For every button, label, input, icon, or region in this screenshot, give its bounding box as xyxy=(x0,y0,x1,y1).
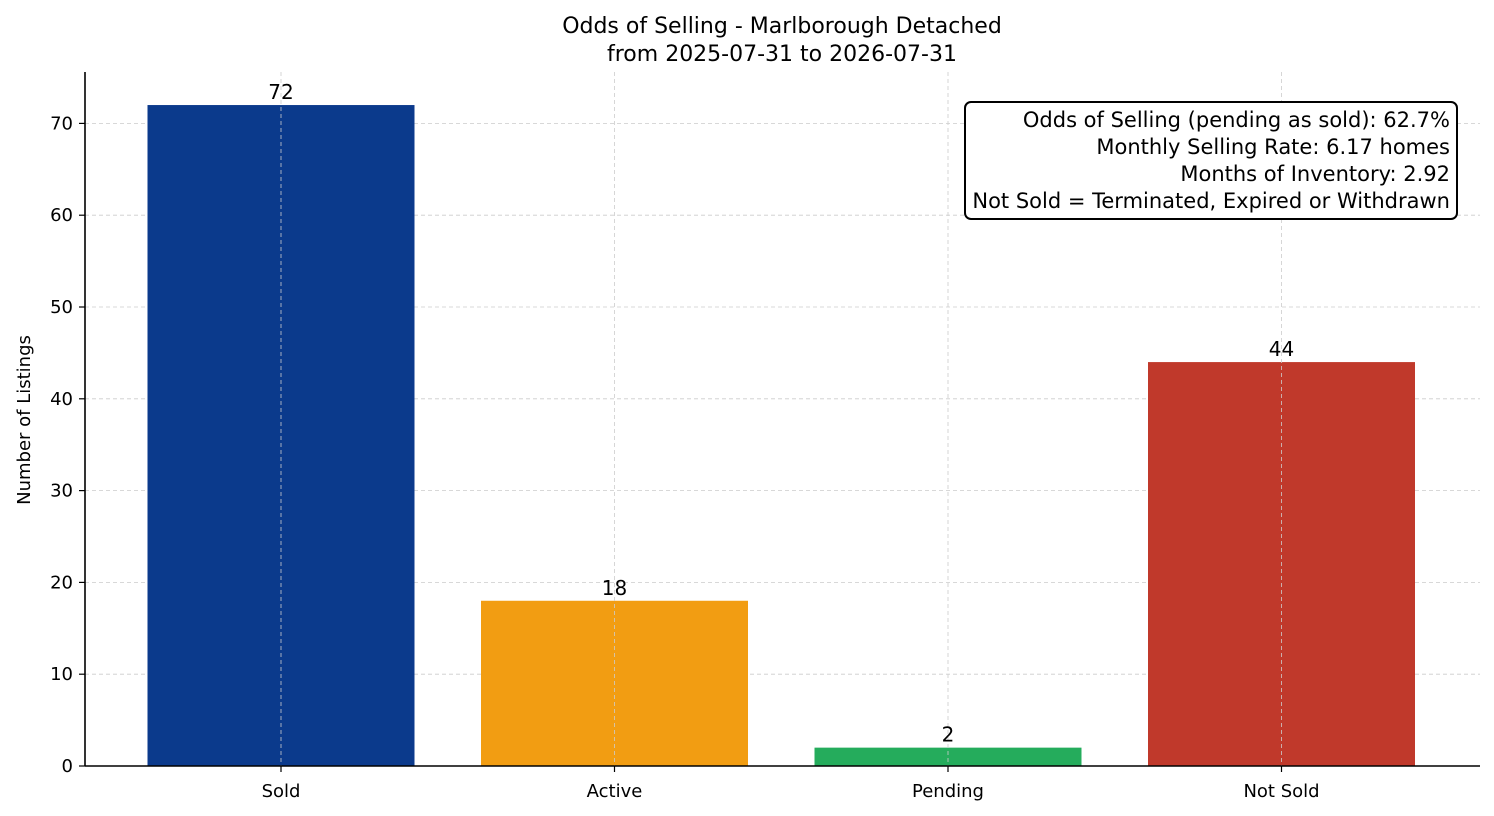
x-tick-label: Active xyxy=(587,781,643,802)
bar-value-label: 18 xyxy=(602,576,627,600)
monthly-selling-rate-text: Monthly Selling Rate: 6.17 homes xyxy=(1096,135,1450,159)
x-tick-label: Not Sold xyxy=(1243,781,1319,802)
not-sold-definition-text: Not Sold = Terminated, Expired or Withdr… xyxy=(972,189,1450,213)
bar-pending xyxy=(814,747,1082,766)
chart-titles: Odds of Selling - Marlborough Detached f… xyxy=(562,14,1002,67)
axes xyxy=(84,72,1480,767)
y-tick-label: 0 xyxy=(62,756,73,777)
chart-title: Odds of Selling - Marlborough Detached xyxy=(562,14,1002,39)
y-axis-label: Number of Listings xyxy=(14,335,35,505)
stats-annotation-box: Odds of Selling (pending as sold): 62.7%… xyxy=(964,101,1458,220)
bar-sold xyxy=(147,105,415,767)
y-tick-label: 60 xyxy=(50,205,73,226)
y-tick-label: 40 xyxy=(50,389,73,410)
x-ticks: Sold Active Pending Not Sold xyxy=(262,766,1320,802)
bar-value-label: 44 xyxy=(1269,337,1294,361)
y-tick-label: 20 xyxy=(50,572,73,593)
x-tick-label: Sold xyxy=(262,781,301,802)
y-tick-label: 70 xyxy=(50,113,73,134)
y-tick-label: 10 xyxy=(50,664,73,685)
y-tick-label: 50 xyxy=(50,297,73,318)
x-tick-label: Pending xyxy=(912,781,984,802)
chart-subtitle: from 2025-07-31 to 2026-07-31 xyxy=(607,42,957,67)
bar-value-label: 72 xyxy=(268,80,293,104)
odds-of-selling-text: Odds of Selling (pending as sold): 62.7% xyxy=(1022,108,1450,132)
value-labels: 72 18 2 44 xyxy=(268,80,1294,747)
y-ticks: 0 10 20 30 40 50 60 70 xyxy=(50,113,85,777)
bar-value-label: 2 xyxy=(942,723,955,747)
y-tick-label: 30 xyxy=(50,481,73,502)
months-of-inventory-text: Months of Inventory: 2.92 xyxy=(1180,162,1450,186)
